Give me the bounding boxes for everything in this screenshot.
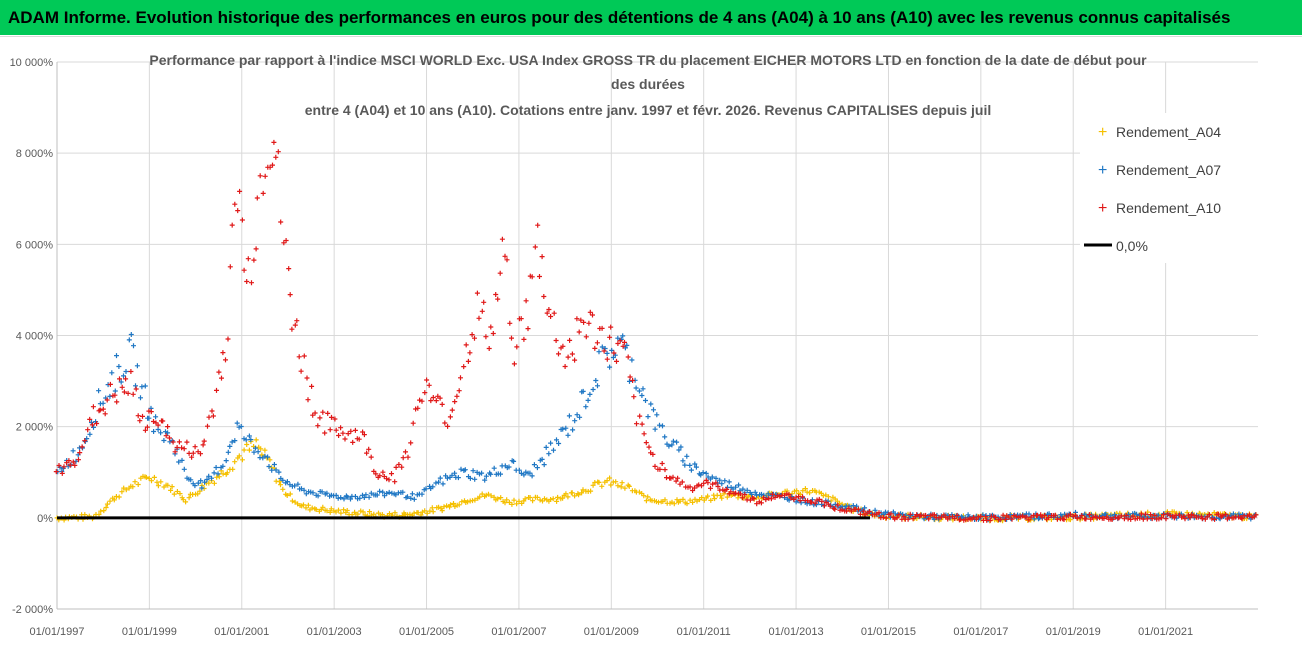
x-tick-label: 01/01/2019 [1046,626,1101,638]
x-tick-label: 01/01/2013 [769,626,824,638]
x-tick-label: 01/01/2007 [491,626,546,638]
y-tick-label: 2 000% [16,422,54,434]
y-tick-label: -2 000% [12,604,53,616]
legend-label-a10: Rendement_A10 [1116,200,1221,216]
x-tick-label: 01/01/2005 [399,626,454,638]
series-layer [53,139,1259,524]
chart-title-line-2: des durées [611,76,685,92]
report-banner: ADAM Informe. Evolution historique des p… [0,0,1302,35]
legend-label-zero: 0,0% [1116,238,1148,254]
chart-title: Performance par rapport à l'indice MSCI … [149,52,1147,118]
y-tick-label: 4 000% [16,331,54,343]
legend: + Rendement_A04 + Rendement_A07 + Rendem… [1080,113,1258,263]
series-rendement-a04 [54,437,1259,524]
legend-marker-a10: + [1098,200,1107,217]
chart-title-line-1: Performance par rapport à l'indice MSCI … [149,52,1147,68]
x-tick-label: 01/01/2021 [1138,626,1193,638]
axes: -2 000% 0% 2 000% 4 000% 6 000% 8 000% 10 000%… [10,57,1258,638]
x-tick-label: 01/01/2017 [953,626,1008,638]
x-tick-label: 01/01/2011 [677,626,731,638]
x-tick-label: 01/01/2003 [307,626,362,638]
legend-label-a07: Rendement_A07 [1116,162,1221,178]
x-tick-label: 01/01/1999 [122,626,177,638]
y-tick-label: 10 000% [10,57,54,69]
series-markers [54,437,1259,524]
legend-marker-a04: + [1098,124,1107,141]
legend-background [1080,113,1258,263]
x-tick-label: 01/01/1997 [29,626,84,638]
chart-title-line-3: entre 4 (A04) et 10 ans (A10). Cotations… [305,102,992,118]
chart-svg: -2 000% 0% 2 000% 4 000% 6 000% 8 000% 10 000%… [10,52,1259,638]
chart-frame: -2 000% 0% 2 000% 4 000% 6 000% 8 000% 10 000%… [0,36,1302,647]
y-tick-label: 0% [37,513,53,525]
legend-marker-a07: + [1098,162,1107,179]
series-rendement-a10 [53,139,1259,523]
series-markers [53,139,1259,523]
x-tick-label: 01/01/2009 [584,626,639,638]
x-tick-label: 01/01/2001 [214,626,269,638]
grid [56,61,1258,610]
y-tick-label: 6 000% [16,239,54,251]
y-tick-label: 8 000% [16,148,54,160]
x-tick-label: 01/01/2015 [861,626,916,638]
legend-label-a04: Rendement_A04 [1116,124,1221,140]
